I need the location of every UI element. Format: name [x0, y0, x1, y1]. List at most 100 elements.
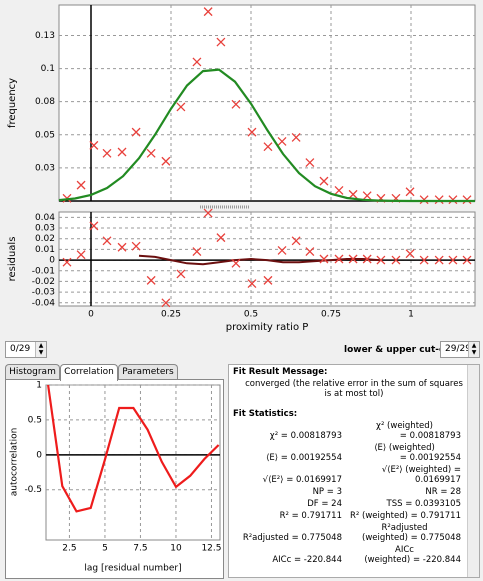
data-point: [176, 269, 186, 279]
data-point: [419, 195, 429, 205]
message: converged (the relative error in the sum…: [245, 379, 463, 399]
data-point: [62, 257, 72, 267]
data-point: [419, 255, 429, 265]
data-point: [462, 255, 472, 265]
y-tick-label: 0.08: [35, 97, 55, 107]
y-tick-label: 0.01: [35, 245, 55, 255]
data-point: [231, 99, 241, 109]
data-point: [76, 250, 86, 260]
tab[interactable]: Histogram: [5, 364, 60, 379]
stat-left: NP = 3: [312, 487, 342, 497]
stat-right-line: χ² (weighted): [376, 421, 433, 431]
stat-left: ⟨E⟩ = 0.00192554: [266, 453, 342, 463]
y-tick-label: -0.5: [24, 485, 42, 495]
spin-arrows[interactable]: ▲ ▼: [468, 342, 479, 357]
x-tick-label: 0.75: [321, 310, 341, 320]
data-point: [305, 247, 315, 256]
tab[interactable]: Correlation: [60, 364, 118, 381]
x-tick-label: 12.5: [201, 544, 221, 554]
data-point: [89, 221, 99, 231]
x-tick-label: 0: [88, 310, 94, 320]
stat-right: √⟨E²⟩ (weighted) = 0.0169917: [348, 465, 467, 485]
data-point: [102, 236, 112, 246]
y-tick-label: -0.02: [32, 277, 55, 287]
y-axis-title: autocorrelation: [10, 428, 20, 497]
stat-right-line: NR = 28: [425, 487, 461, 497]
stat-right-line: R² (weighted) = 0.791711: [349, 511, 461, 521]
data-point: [131, 241, 141, 251]
plot-area: [45, 384, 221, 541]
data-point: [102, 148, 112, 158]
stat-left: DF = 24: [307, 499, 342, 509]
data-point: [362, 254, 372, 264]
y-tick-label: 0.02: [35, 234, 55, 244]
data-point: [405, 249, 415, 259]
x-tick-label: 5: [102, 544, 108, 554]
message-title: Fit Result Message:: [233, 367, 328, 377]
autocorrelation-line: [47, 384, 220, 513]
y-tick-label: 0: [49, 256, 55, 266]
stat-right: χ² (weighted) = 0.00818793: [348, 421, 467, 441]
stat-left: R²adjusted = 0.775048: [242, 533, 342, 543]
y-tick-label: 0: [36, 450, 42, 460]
stat-right: TSS = 0.0393105: [348, 499, 467, 509]
stat-right: AICc (weighted) = -220.844: [348, 545, 467, 565]
data-point: [76, 180, 86, 190]
y-tick-label: 0.13: [35, 31, 55, 41]
spin-arrows[interactable]: ▲ ▼: [35, 342, 46, 357]
data-point: [462, 195, 472, 205]
data-point: [291, 132, 301, 142]
stat-left: AICc = -220.844: [272, 555, 342, 565]
stat-right: NR = 28: [348, 487, 467, 497]
stat-right-line: ⟨E⟩ (weighted): [374, 443, 435, 453]
data-point: [434, 195, 444, 205]
data-point: [247, 279, 257, 289]
data-point: [434, 255, 444, 265]
data-point: [334, 254, 344, 264]
fit-result-panel: Fit Result Message: converged (the relat…: [228, 364, 480, 578]
tab[interactable]: Parameters: [118, 364, 178, 379]
lower-cutoff-spinbox[interactable]: 0/29 ▲ ▼: [5, 341, 47, 358]
data-point: [405, 187, 415, 197]
stats-title: Fit Statistics:: [233, 409, 298, 419]
data-point: [277, 136, 287, 146]
data-point: [448, 255, 458, 265]
data-point: [192, 57, 202, 67]
spin-value: 0/29: [10, 344, 31, 354]
y-tick-label: 1: [36, 381, 42, 391]
autocorrelation-chart: autocorrelation lag [residual number] 2.…: [10, 381, 222, 574]
data-point: [263, 275, 273, 285]
data-point: [192, 247, 202, 256]
data-point: [334, 185, 344, 195]
x-tick-label: 0.25: [161, 310, 181, 320]
stat-left: R² = 0.791711: [279, 511, 342, 521]
data-point: [161, 298, 171, 308]
stats-grid: χ² = 0.00818793 χ² (weighted) = 0.00818793…: [229, 421, 467, 565]
fit-curve: [58, 68, 475, 203]
data-point: [348, 189, 358, 199]
y-axis-title: residuals: [7, 237, 18, 282]
scrollbar[interactable]: [467, 365, 479, 577]
x-tick-label: 1: [408, 310, 414, 320]
data-point: [319, 176, 329, 186]
cutoff-label: lower & upper cut-off: [344, 345, 453, 355]
data-point: [203, 208, 213, 218]
data-point: [216, 37, 226, 47]
x-tick-label: 7.5: [133, 544, 147, 554]
data-point: [263, 142, 273, 152]
data-point: [319, 254, 329, 264]
data-point: [146, 148, 156, 158]
stat-right: R²adjusted (weighted) = 0.775048: [348, 523, 467, 543]
data-point: [131, 127, 141, 137]
x-tick-label: 0.5: [244, 310, 258, 320]
y-tick-label: 0.1: [41, 64, 55, 74]
stat-right-line: = 0.00818793: [399, 431, 461, 441]
y-tick-label: -0.04: [32, 298, 56, 308]
stat-right-line: (weighted) = 0.775048: [362, 533, 461, 543]
y-tick-label: -0.03: [32, 288, 55, 298]
stat-left: √⟨E²⟩ = 0.0169917: [262, 475, 342, 485]
data-point: [291, 236, 301, 246]
stat-right-line: AICc: [395, 545, 414, 555]
upper-cutoff-spinbox[interactable]: 29/29 ▲ ▼: [440, 341, 480, 358]
